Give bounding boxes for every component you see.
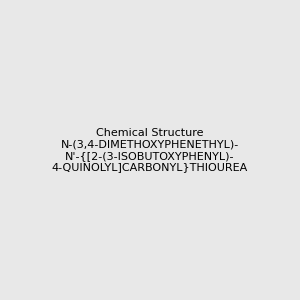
Text: Chemical Structure
N-(3,4-DIMETHOXYPHENETHYL)-
N'-{[2-(3-ISOBUTOXYPHENYL)-
4-QUI: Chemical Structure N-(3,4-DIMETHOXYPHENE… [52,128,248,172]
